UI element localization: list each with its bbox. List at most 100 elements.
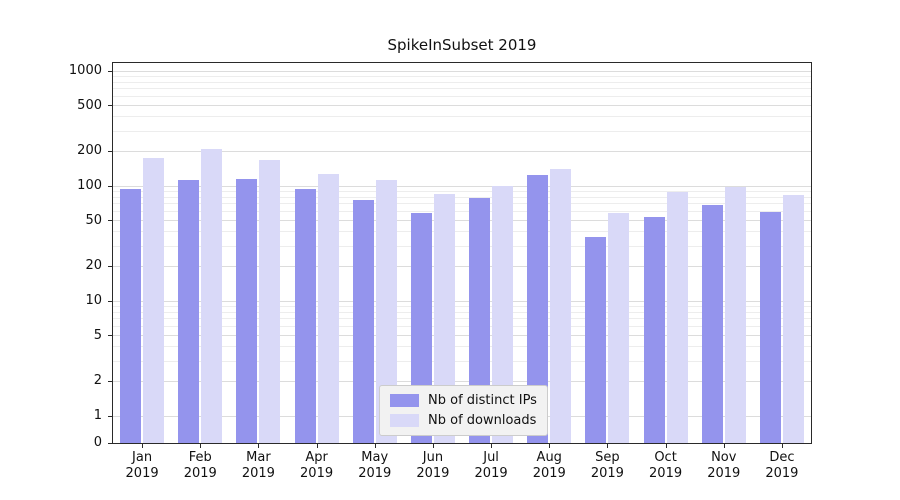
x-tick-mark-oct [665,444,667,448]
x-tick-label-line: 2019 [183,466,217,481]
bar-group-feb [171,63,229,443]
bar-distinct-ips-oct [643,216,665,443]
gridline-6 [113,326,811,328]
x-tick-label-apr: Apr 2019 [282,450,352,482]
gridline-60 [113,211,811,213]
bar-distinct-ips-may [352,200,374,443]
y-tick-label-1: 1 [93,408,102,423]
x-tick-label-line: Jun [422,450,444,465]
bar-distinct-ips-nov [701,205,723,443]
bar-distinct-ips-jul [469,198,491,443]
gridline-90 [113,190,811,192]
x-tick-label-dec: Dec 2019 [747,450,817,482]
y-tick-mark-500 [108,105,112,107]
y-tick-label-1000: 1000 [68,63,102,78]
legend-label-downloads: Nb of downloads [428,413,537,428]
bar-downloads-aug [550,168,572,443]
x-tick-label-line: 2019 [416,466,450,481]
x-tick-label-line: 2019 [474,466,508,481]
y-tick-mark-1 [108,415,112,417]
y-tick-mark-0 [108,442,112,444]
x-tick-label-line: 2019 [532,466,566,481]
gridline-30 [113,245,811,247]
x-tick-mark-may [374,444,376,448]
gridline-1000 [113,70,811,72]
x-tick-mark-nov [723,444,725,448]
y-tick-mark-10 [108,300,112,302]
gridline-80 [113,196,811,198]
x-tick-label-line: Mar [246,450,271,465]
x-tick-label-line: May [361,450,389,465]
x-tick-label-jul: Jul 2019 [456,450,526,482]
bars-layer [113,63,811,443]
x-tick-label-feb: Feb 2019 [165,450,235,482]
bar-group-jan [113,63,171,443]
gridline-3 [113,360,811,362]
x-tick-mark-sep [607,444,609,448]
gridline-700 [113,88,811,90]
x-tick-label-aug: Aug 2019 [514,450,584,482]
x-tick-mark-jun [432,444,434,448]
x-tick-label-line: 2019 [241,466,275,481]
x-tick-label-mar: Mar 2019 [223,450,293,482]
bar-downloads-sep [608,213,630,443]
y-tick-label-100: 100 [77,178,102,193]
gridline-100 [113,185,811,187]
bar-group-aug [520,63,578,443]
x-tick-label-line: 2019 [358,466,392,481]
x-tick-label-line: 2019 [125,466,159,481]
y-tick-mark-2 [108,380,112,382]
x-tick-label-line: Aug [536,450,562,465]
x-tick-label-line: Jan [132,450,153,465]
gridline-400 [113,116,811,118]
x-tick-label-sep: Sep 2019 [572,450,642,482]
plot-area: Nb of distinct IPs Nb of downloads [112,62,812,444]
y-tick-mark-20 [108,265,112,267]
x-tick-label-line: 2019 [300,466,334,481]
gridline-7 [113,318,811,320]
bar-downloads-apr [317,173,339,443]
bar-distinct-ips-aug [527,174,549,443]
x-tick-label-line: 2019 [765,466,799,481]
x-tick-label-line: 2019 [707,466,741,481]
bar-downloads-oct [666,192,688,443]
y-tick-label-2: 2 [93,373,102,389]
x-tick-label-line: Apr [305,450,328,465]
gridline-200 [113,150,811,152]
legend-item-downloads: Nb of downloads [390,413,537,428]
x-tick-mark-jul [491,444,493,448]
y-tick-mark-5 [108,335,112,337]
y-tick-label-500: 500 [77,97,102,113]
y-tick-mark-1000 [108,70,112,72]
gridline-20 [113,265,811,267]
gridline-5 [113,335,811,337]
x-tick-mark-jan [142,444,144,448]
bar-group-may [346,63,404,443]
bar-distinct-ips-feb [178,180,200,443]
legend-swatch-distinct-ips [390,394,419,407]
gridline-8 [113,311,811,313]
bar-downloads-may [375,180,397,443]
bar-downloads-jun [433,194,455,443]
bar-distinct-ips-apr [294,188,316,443]
bar-downloads-dec [782,194,804,443]
bar-distinct-ips-mar [236,179,258,443]
y-tick-label-20: 20 [85,258,102,274]
gridline-600 [113,96,811,98]
bar-distinct-ips-sep [585,237,607,443]
bar-downloads-mar [259,159,281,443]
bar-group-oct [637,63,695,443]
bar-distinct-ips-jan [120,188,142,443]
bar-group-jul [462,63,520,443]
bar-downloads-nov [724,187,746,443]
legend-swatch-downloads [390,414,419,427]
gridline-40 [113,231,811,233]
x-tick-label-line: Jul [483,450,499,465]
gridline-2 [113,380,811,382]
gridline-10 [113,300,811,302]
bar-group-nov [695,63,753,443]
x-tick-mark-mar [258,444,260,448]
x-tick-mark-feb [200,444,202,448]
x-tick-mark-dec [781,444,783,448]
